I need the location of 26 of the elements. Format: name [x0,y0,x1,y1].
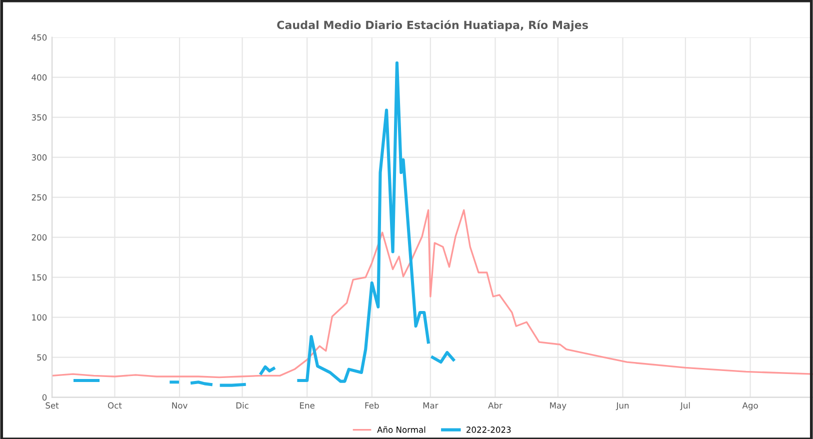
x-tick-label: Oct [108,402,122,409]
y-tick-label: 0 [42,394,47,401]
x-tick-label: Set [46,402,59,409]
x-tick-label: Ene [300,402,314,409]
y-tick-label: 200 [32,234,47,241]
x-tick-label: Jun [616,402,629,410]
x-tick-label: Ago [742,402,758,410]
x-tick-label: Feb [365,402,379,409]
x-tick-label: Jul [680,402,690,410]
legend-label: Año Normal [377,426,426,433]
x-tick-label: Dic [236,402,248,409]
y-tick-label: 450 [32,34,47,41]
y-tick-label: 350 [32,114,47,121]
legend-label: 2022-2023 [466,426,511,433]
y-tick-label: 250 [32,194,47,201]
y-tick-label: 400 [32,74,47,81]
chart-title: Caudal Medio Diario Estación Huatiapa, Río Majes [277,20,588,32]
x-tick-label: Nov [172,402,188,409]
x-tick-label: Mar [423,402,438,409]
y-tick-label: 50 [37,354,47,361]
x-tick-label: Abr [488,402,502,409]
y-tick-label: 300 [32,154,47,161]
y-tick-label: 150 [32,274,47,281]
x-tick-label: May [550,402,566,410]
line-series [52,209,813,378]
y-tick-label: 100 [32,314,47,321]
